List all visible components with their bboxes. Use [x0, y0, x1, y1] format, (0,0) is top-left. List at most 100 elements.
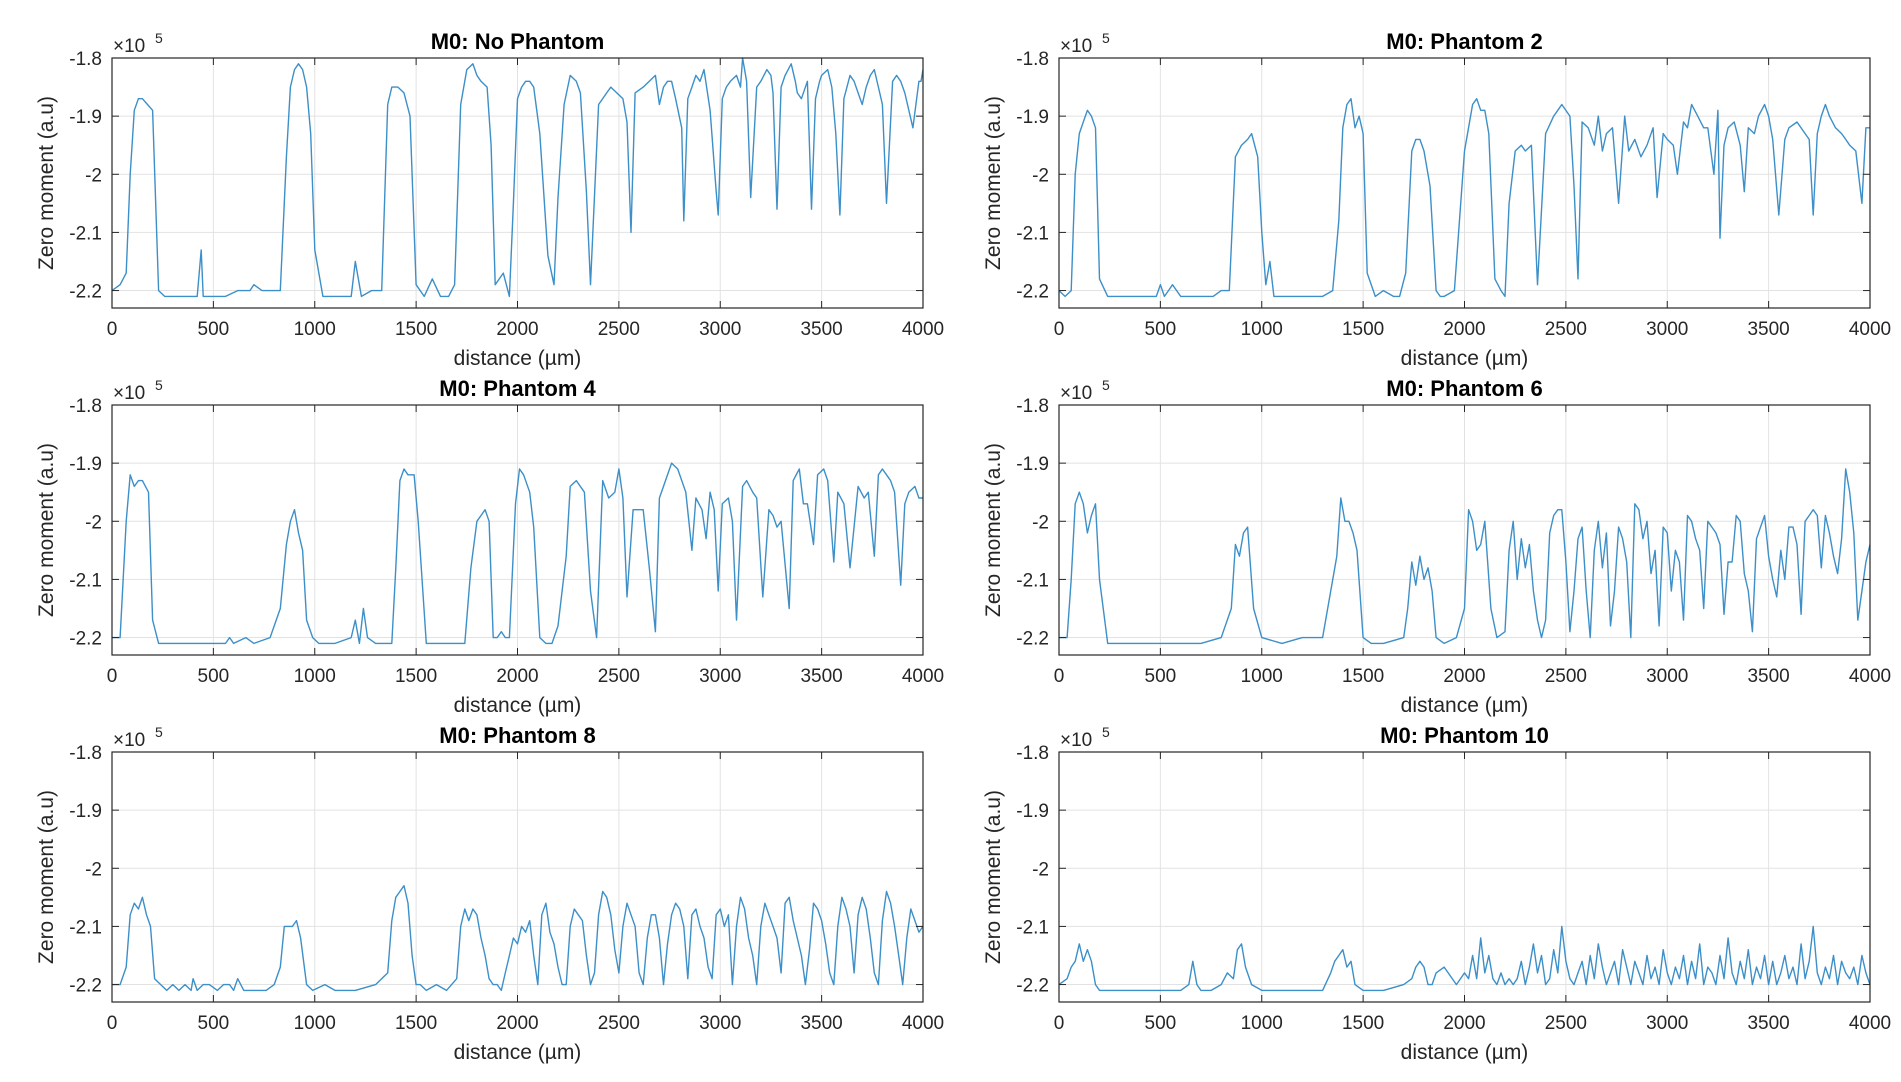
- x-tick-label: 2000: [496, 666, 538, 687]
- x-tick-label: 2500: [598, 666, 640, 687]
- x-tick-label: 3000: [1646, 1013, 1688, 1034]
- x-tick-label: 3500: [1747, 666, 1789, 687]
- chart-panel-2: 0 500 1000 1500 2000 2500 3000 3500 4000 -1.8 -1.9…: [982, 29, 1891, 370]
- x-tick-label: 3000: [699, 666, 741, 687]
- chart-panel-4: 0 500 1000 1500 2000 2500 3000 3500 4000 -1.8 -1.9…: [982, 376, 1891, 717]
- x-tick-label: 3500: [1747, 1013, 1789, 1034]
- data-series-line: [1058, 98, 1870, 298]
- chart-title: M0: Phantom 6: [1386, 376, 1542, 401]
- x-tick-label: 2500: [1545, 666, 1587, 687]
- x-axis-label: distance (µm): [1401, 1041, 1529, 1064]
- x-tick-label: 3500: [800, 1013, 842, 1034]
- data-series-line: [112, 462, 923, 645]
- y-axis-label: Zero moment (a.u): [982, 790, 1005, 964]
- y-tick-label: -2: [85, 165, 102, 186]
- x-tick-label: 500: [198, 1013, 230, 1034]
- chart-panel-6: 0 500 1000 1500 2000 2500 3000 3500 4000 -1.8 -1.9…: [982, 723, 1891, 1064]
- chart-title: M0: Phantom 2: [1386, 29, 1542, 54]
- y-tick-label: -2.2: [1016, 282, 1049, 303]
- y-tick-label: -2.2: [69, 976, 102, 997]
- chart-title: M0: No Phantom: [431, 29, 605, 54]
- x-tick-label: 1500: [1342, 319, 1384, 340]
- x-axis-label: distance (µm): [454, 1041, 582, 1064]
- x-tick-label: 3000: [1646, 319, 1688, 340]
- x-tick-label: 0: [1054, 319, 1065, 340]
- x-tick-label: 2500: [598, 1013, 640, 1034]
- y-exponent: 5: [1102, 377, 1110, 393]
- y-exponent: 5: [155, 377, 163, 393]
- y-exponent: 5: [155, 30, 163, 46]
- x-tick-label: 0: [107, 1013, 118, 1034]
- y-tick-label: -1.9: [69, 454, 102, 475]
- y-tick-label: -2: [85, 512, 102, 533]
- y-tick-label: -2.1: [1016, 917, 1049, 938]
- x-tick-label: 4000: [902, 666, 944, 687]
- y-tick-label: -1.9: [1016, 107, 1049, 128]
- x-tick-label: 3000: [699, 1013, 741, 1034]
- x-tick-label: 3000: [699, 319, 741, 340]
- x-tick-label: 1500: [1342, 1013, 1384, 1034]
- x-axis-label: distance (µm): [1401, 694, 1529, 717]
- x-tick-label: 0: [107, 319, 118, 340]
- x-tick-label: 1500: [1342, 666, 1384, 687]
- x-tick-label: 500: [198, 319, 230, 340]
- y-tick-label: -2.2: [69, 629, 102, 650]
- x-tick-label: 1000: [1241, 1013, 1283, 1034]
- x-axis-label: distance (µm): [454, 694, 582, 717]
- x-tick-label: 2000: [1443, 666, 1485, 687]
- x-tick-label: 4000: [902, 319, 944, 340]
- y-axis-label: Zero moment (a.u): [35, 96, 58, 270]
- y-tick-label: -2.1: [1016, 223, 1049, 244]
- y-axis-label: Zero moment (a.u): [35, 790, 58, 964]
- y-tick-label: -2.1: [69, 917, 102, 938]
- x-tick-label: 1000: [294, 666, 336, 687]
- y-axis-label: Zero moment (a.u): [982, 443, 1005, 617]
- y-tick-label: -2.2: [69, 282, 102, 303]
- y-tick-label: -1.8: [69, 743, 102, 764]
- y-tick-label: -1.8: [1016, 743, 1049, 764]
- x-axis-label: distance (µm): [1401, 347, 1529, 370]
- x-tick-label: 1000: [294, 1013, 336, 1034]
- y-multiplier: ×10: [113, 730, 145, 751]
- y-exponent: 5: [155, 724, 163, 740]
- x-tick-label: 3500: [800, 319, 842, 340]
- x-tick-label: 500: [1145, 1013, 1177, 1034]
- data-series-line: [112, 885, 924, 992]
- x-tick-label: 2000: [496, 1013, 538, 1034]
- x-tick-label: 2500: [598, 319, 640, 340]
- y-tick-label: -1.9: [1016, 454, 1049, 475]
- data-series-line: [1058, 925, 1871, 992]
- y-tick-label: -2: [85, 859, 102, 880]
- y-tick-label: -1.9: [1016, 801, 1049, 822]
- y-tick-label: -1.8: [69, 396, 102, 417]
- y-multiplier: ×10: [1060, 730, 1092, 751]
- x-tick-label: 500: [1145, 319, 1177, 340]
- x-tick-label: 2000: [496, 319, 538, 340]
- x-tick-label: 0: [1054, 666, 1065, 687]
- y-tick-label: -2: [1032, 165, 1049, 186]
- chart-panel-1: 0 500 1000 1500 2000 2500 3000 3500 4000 -1.8 -1.9…: [35, 29, 944, 370]
- x-tick-label: 500: [198, 666, 230, 687]
- x-tick-label: 2500: [1545, 1013, 1587, 1034]
- y-multiplier: ×10: [1060, 383, 1092, 404]
- y-tick-label: -1.8: [1016, 396, 1049, 417]
- chart-title: M0: Phantom 8: [439, 723, 595, 748]
- y-tick-label: -2.1: [69, 223, 102, 244]
- y-tick-label: -1.8: [1016, 49, 1049, 70]
- y-tick-label: -2: [1032, 512, 1049, 533]
- y-tick-label: -2.2: [1016, 629, 1049, 650]
- y-tick-label: -1.9: [69, 107, 102, 128]
- y-tick-label: -2.1: [69, 570, 102, 591]
- x-tick-label: 4000: [1849, 319, 1891, 340]
- chart-title: M0: Phantom 10: [1380, 723, 1549, 748]
- x-tick-label: 1500: [395, 1013, 437, 1034]
- y-axis-label: Zero moment (a.u): [35, 443, 58, 617]
- x-tick-label: 2000: [1443, 1013, 1485, 1034]
- y-multiplier: ×10: [1060, 36, 1092, 57]
- data-series-line: [111, 57, 924, 298]
- x-tick-label: 3500: [1747, 319, 1789, 340]
- y-axis-label: Zero moment (a.u): [982, 96, 1005, 270]
- x-tick-label: 1500: [395, 666, 437, 687]
- chart-title: M0: Phantom 4: [439, 376, 596, 401]
